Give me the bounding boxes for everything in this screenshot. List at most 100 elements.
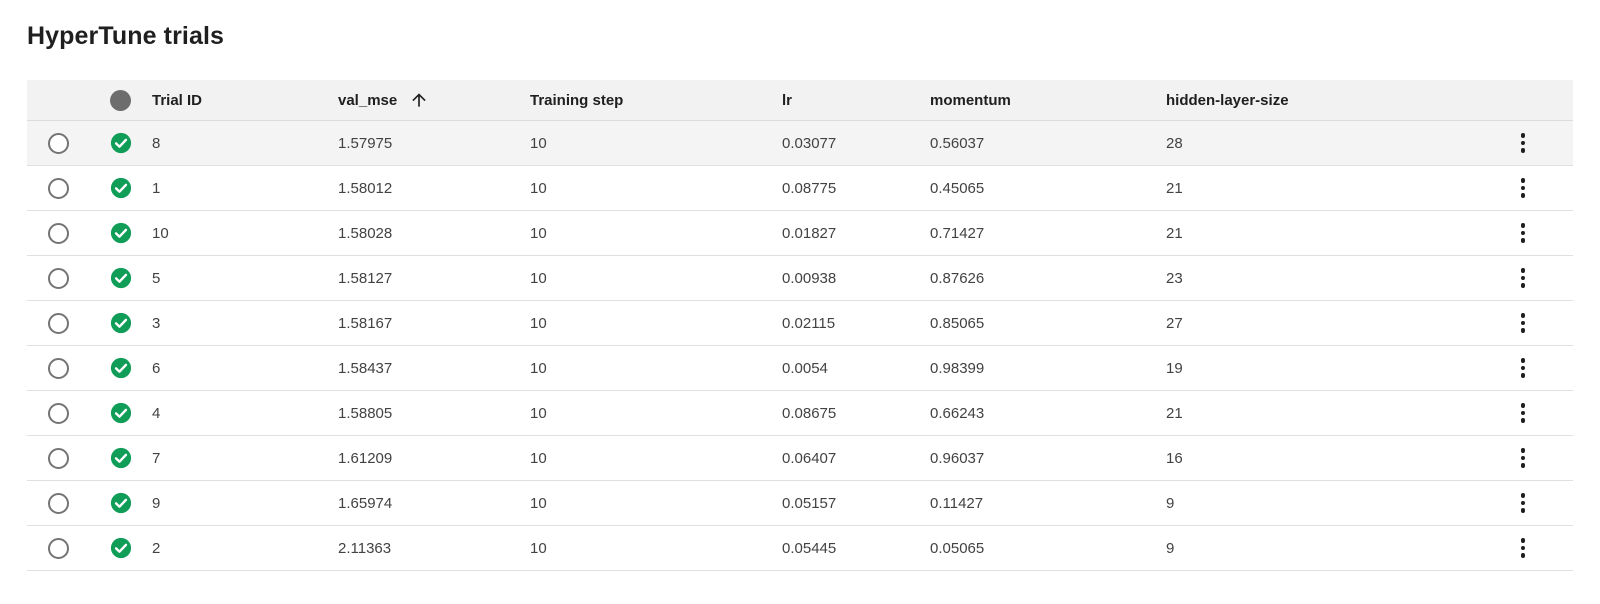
momentum-value: 0.11427 — [930, 494, 984, 512]
trial-id-value: 10 — [152, 224, 169, 242]
lr-value: 0.03077 — [782, 134, 837, 152]
row-actions-cell — [1473, 481, 1573, 525]
column-header-training-step[interactable]: Training step — [530, 92, 782, 109]
table-body: 8 1.57975 10 0.03077 0.56037 28 1 1.5801… — [27, 121, 1573, 571]
column-header-trial-id[interactable]: Trial ID — [152, 92, 338, 109]
val-mse-value: 2.11363 — [338, 539, 392, 557]
row-actions-cell — [1473, 346, 1573, 390]
table-row[interactable]: 10 1.58028 10 0.01827 0.71427 21 — [27, 211, 1573, 256]
trial-id-value: 8 — [152, 134, 161, 152]
column-header-momentum[interactable]: momentum — [930, 92, 1166, 109]
val-mse-value: 1.58805 — [338, 404, 393, 422]
momentum-value: 0.71427 — [930, 224, 985, 242]
trial-status-cell — [89, 526, 152, 570]
trial-id-value: 5 — [152, 269, 161, 287]
trial-radio-cell — [27, 121, 89, 165]
kebab-menu-icon[interactable] — [1513, 487, 1534, 519]
table-row[interactable]: 1 1.58012 10 0.08775 0.45065 21 — [27, 166, 1573, 211]
column-header-label: hidden-layer-size — [1166, 91, 1289, 109]
trial-radio-cell — [27, 301, 89, 345]
training-step-value: 10 — [530, 269, 547, 287]
training-step-value: 10 — [530, 359, 547, 377]
table-row[interactable]: 3 1.58167 10 0.02115 0.85065 27 — [27, 301, 1573, 346]
check-circle-icon — [110, 537, 131, 559]
kebab-menu-icon[interactable] — [1513, 307, 1534, 339]
val-mse-value: 1.61209 — [338, 449, 393, 467]
table-row[interactable]: 7 1.61209 10 0.06407 0.96037 16 — [27, 436, 1573, 481]
trial-radio-button[interactable] — [47, 537, 69, 559]
trial-id-value: 7 — [152, 449, 161, 467]
hidden-layer-size-value: 21 — [1166, 179, 1183, 197]
training-step-value: 10 — [530, 224, 547, 242]
header-status-cell — [89, 80, 152, 120]
trial-radio-cell — [27, 346, 89, 390]
hidden-layer-size-value: 9 — [1166, 494, 1175, 512]
trial-status-cell — [89, 121, 152, 165]
trial-id-value: 9 — [152, 494, 161, 512]
kebab-menu-icon[interactable] — [1513, 172, 1534, 204]
trial-radio-button[interactable] — [47, 492, 69, 514]
trial-radio-button[interactable] — [47, 447, 69, 469]
kebab-menu-icon[interactable] — [1513, 352, 1534, 384]
val-mse-value: 1.65974 — [338, 494, 393, 512]
val-mse-value: 1.58012 — [338, 179, 393, 197]
trial-radio-button[interactable] — [47, 132, 69, 154]
kebab-menu-icon[interactable] — [1513, 397, 1534, 429]
trial-radio-cell — [27, 256, 89, 300]
trial-radio-button[interactable] — [47, 357, 69, 379]
column-header-lr[interactable]: lr — [782, 92, 930, 109]
table-row[interactable]: 2 2.11363 10 0.05445 0.05065 9 — [27, 526, 1573, 571]
trial-radio-button[interactable] — [47, 177, 69, 199]
val-mse-value: 1.58028 — [338, 224, 393, 242]
table-row[interactable]: 8 1.57975 10 0.03077 0.56037 28 — [27, 121, 1573, 166]
column-header-label: val_mse — [338, 91, 398, 109]
table-row[interactable]: 9 1.65974 10 0.05157 0.11427 9 — [27, 481, 1573, 526]
lr-value: 0.08775 — [782, 179, 837, 197]
hidden-layer-size-value: 23 — [1166, 269, 1183, 287]
trial-status-cell — [89, 301, 152, 345]
training-step-value: 10 — [530, 314, 547, 332]
kebab-menu-icon[interactable] — [1513, 532, 1534, 564]
hidden-layer-size-value: 19 — [1166, 359, 1183, 377]
trial-status-cell — [89, 256, 152, 300]
row-actions-cell — [1473, 526, 1573, 570]
table-row[interactable]: 4 1.58805 10 0.08675 0.66243 21 — [27, 391, 1573, 436]
column-header-label: lr — [782, 91, 793, 109]
training-step-value: 10 — [530, 494, 547, 512]
momentum-value: 0.98399 — [930, 359, 985, 377]
column-header-label: momentum — [930, 91, 1011, 109]
training-step-value: 10 — [530, 404, 547, 422]
trial-radio-button[interactable] — [47, 312, 69, 334]
column-header-val-mse[interactable]: val_mse — [338, 90, 530, 110]
val-mse-value: 1.58127 — [338, 269, 393, 287]
header-radio-spacer — [27, 80, 89, 120]
kebab-menu-icon[interactable] — [1513, 217, 1534, 249]
trial-radio-button[interactable] — [47, 267, 69, 289]
table-row[interactable]: 5 1.58127 10 0.00938 0.87626 23 — [27, 256, 1573, 301]
trial-status-cell — [89, 436, 152, 480]
trial-radio-button[interactable] — [47, 222, 69, 244]
trial-id-value: 3 — [152, 314, 161, 332]
kebab-menu-icon[interactable] — [1513, 442, 1534, 474]
trial-status-cell — [89, 166, 152, 210]
table-row[interactable]: 6 1.58437 10 0.0054 0.98399 19 — [27, 346, 1573, 391]
trials-table: Trial ID val_mse Training step lr moment… — [27, 80, 1573, 571]
momentum-value: 0.56037 — [930, 134, 985, 152]
trial-radio-cell — [27, 481, 89, 525]
trial-radio-cell — [27, 526, 89, 570]
trial-id-value: 6 — [152, 359, 161, 377]
lr-value: 0.05445 — [782, 539, 837, 557]
check-circle-icon — [110, 267, 131, 289]
trial-status-cell — [89, 481, 152, 525]
momentum-value: 0.87626 — [930, 269, 985, 287]
momentum-value: 0.66243 — [930, 404, 985, 422]
trial-radio-cell — [27, 211, 89, 255]
momentum-value: 0.85065 — [930, 314, 985, 332]
filled-circle-icon — [110, 89, 131, 111]
trial-radio-button[interactable] — [47, 402, 69, 424]
column-header-hidden-layer-size[interactable]: hidden-layer-size — [1166, 92, 1473, 109]
check-circle-icon — [110, 177, 131, 199]
kebab-menu-icon[interactable] — [1513, 127, 1534, 159]
lr-value: 0.00938 — [782, 269, 837, 287]
kebab-menu-icon[interactable] — [1513, 262, 1534, 294]
